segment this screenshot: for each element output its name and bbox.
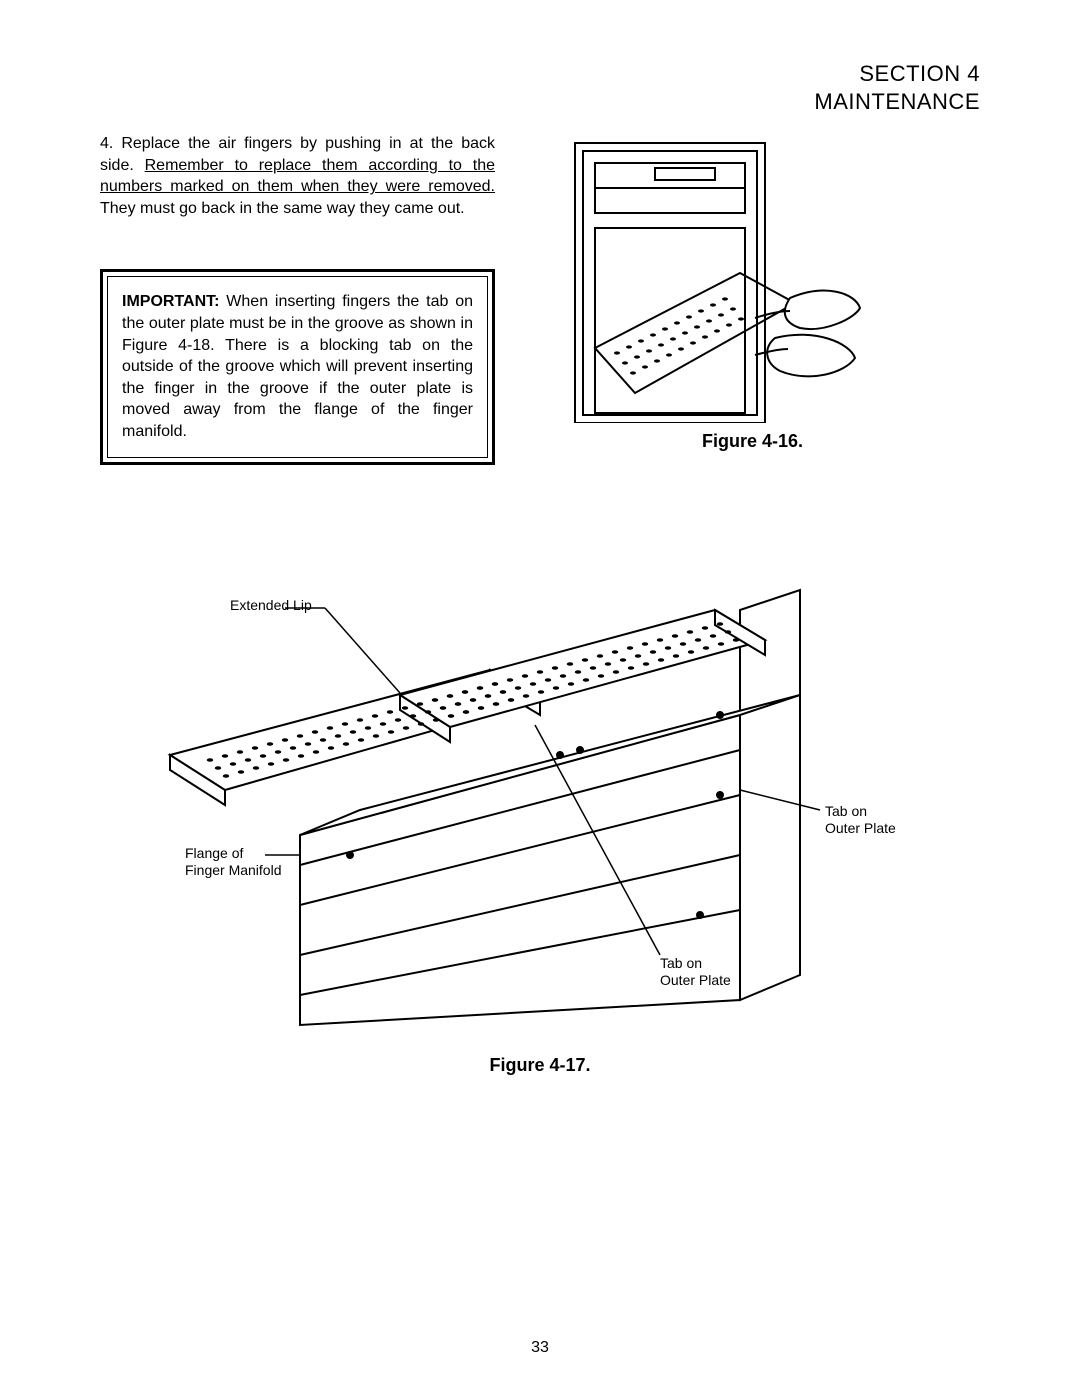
figure-4-17: Extended Lip Flange of Finger Manifold T… — [100, 555, 980, 1115]
figure-4-17-svg — [100, 555, 980, 1045]
callout-flange: Flange of Finger Manifold — [185, 845, 282, 880]
page: SECTION 4 MAINTENANCE 4. Replace the air… — [0, 0, 1080, 1397]
step-underlined: Remember to replace them according to th… — [100, 157, 495, 196]
page-number: 33 — [0, 1339, 1080, 1357]
important-text: When inserting fingers the tab on the ou… — [122, 293, 473, 440]
step-suffix: They must go back in the same way they c… — [100, 200, 465, 217]
section-header: SECTION 4 MAINTENANCE — [100, 60, 980, 115]
header-line-2: MAINTENANCE — [100, 88, 980, 116]
header-line-1: SECTION 4 — [100, 60, 980, 88]
figure-4-16-svg — [525, 133, 865, 423]
callout-tab-bottom: Tab on Outer Plate — [660, 955, 731, 990]
figure-4-17-caption: Figure 4-17. — [100, 1055, 980, 1076]
top-columns: 4. Replace the air fingers by pushing in… — [100, 133, 980, 465]
callout-tab-right: Tab on Outer Plate — [825, 803, 896, 838]
important-box-inner: IMPORTANT: When inserting fingers the ta… — [107, 276, 488, 457]
callout-extended-lip: Extended Lip — [230, 597, 312, 615]
figure-4-16-caption: Figure 4-16. — [525, 431, 980, 452]
important-box: IMPORTANT: When inserting fingers the ta… — [100, 269, 495, 464]
figure-4-16: Figure 4-16. — [525, 133, 980, 452]
step-4-text: 4. Replace the air fingers by pushing in… — [100, 133, 495, 219]
right-column: Figure 4-16. — [525, 133, 980, 465]
left-column: 4. Replace the air fingers by pushing in… — [100, 133, 495, 465]
important-label: IMPORTANT: — [122, 293, 219, 310]
